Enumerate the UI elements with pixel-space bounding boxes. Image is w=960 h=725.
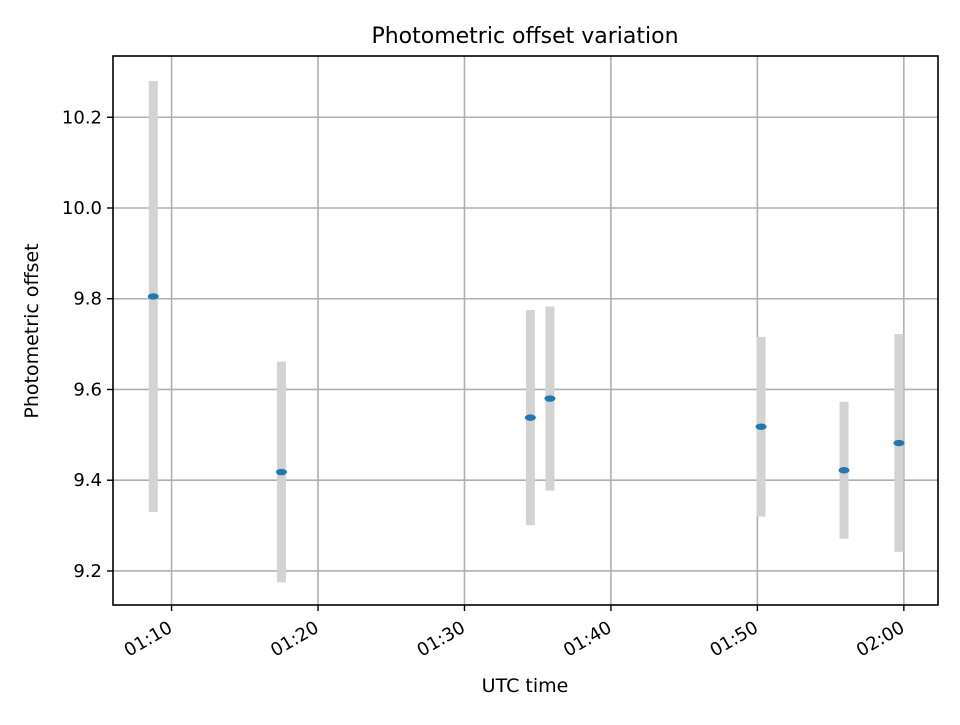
data-point — [544, 395, 556, 402]
y-tick-label: 10.0 — [62, 198, 102, 219]
gridlines — [113, 56, 938, 605]
y-axis-label: Photometric offset — [21, 243, 43, 418]
data-point — [147, 293, 159, 300]
y-axis-ticks: 9.2 9.4 9.6 9.8 10.0 10.2 — [62, 107, 113, 582]
data-point — [838, 467, 850, 474]
x-axis-label: UTC time — [482, 675, 569, 697]
y-tick-label: 9.8 — [73, 289, 102, 310]
y-tick-label: 9.2 — [73, 561, 102, 582]
plot-frame — [112, 55, 939, 606]
data-point — [755, 423, 767, 430]
data-point — [275, 468, 287, 476]
y-tick-label: 10.2 — [62, 107, 102, 128]
data-point — [524, 414, 536, 421]
chart-title: Photometric offset variation — [371, 24, 678, 49]
data-points — [147, 293, 905, 476]
y-tick-label: 9.4 — [73, 470, 102, 491]
data-point — [893, 439, 905, 447]
y-tick-label: 9.6 — [73, 379, 102, 400]
